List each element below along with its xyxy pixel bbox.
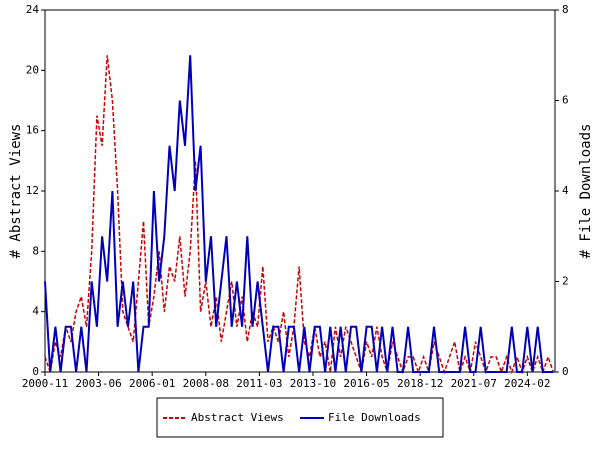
y-tick-label: 20 [26,63,39,76]
y-tick-label: 24 [26,3,40,16]
y2-tick-label: 2 [562,275,569,288]
y-axis-title: # Abstract Views [8,124,24,259]
x-tick-label: 2008-08 [183,377,229,390]
y-tick-label: 16 [26,124,39,137]
x-tick-label: 2003-06 [75,377,121,390]
y2-tick-label: 8 [562,3,569,16]
y2-axis-title: # File Downloads [578,124,594,259]
series-line [44,55,555,375]
x-tick-label: 2024-02 [504,377,550,390]
y-tick-label: 12 [26,184,39,197]
legend-label: File Downloads [328,411,421,424]
series-line [44,55,554,373]
y-tick-label: 4 [32,305,39,318]
x-tick-label: 2011-03 [236,377,282,390]
x-tick-label: 2000-11 [22,377,68,390]
x-tick-label: 2018-12 [397,377,443,390]
y2-tick-label: 6 [562,94,569,107]
plot-frame [44,9,556,373]
x-tick-label: 2021-07 [451,377,497,390]
y-tick-label: 8 [32,244,39,257]
y2-tick-label: 0 [562,365,569,378]
x-tick-label: 2016-05 [343,377,389,390]
y2-tick-label: 4 [562,184,569,197]
y-tick-label: 0 [32,365,39,378]
legend-label: Abstract Views [191,411,284,424]
x-tick-label: 2013-10 [290,377,336,390]
x-tick-label: 2006-01 [129,377,175,390]
